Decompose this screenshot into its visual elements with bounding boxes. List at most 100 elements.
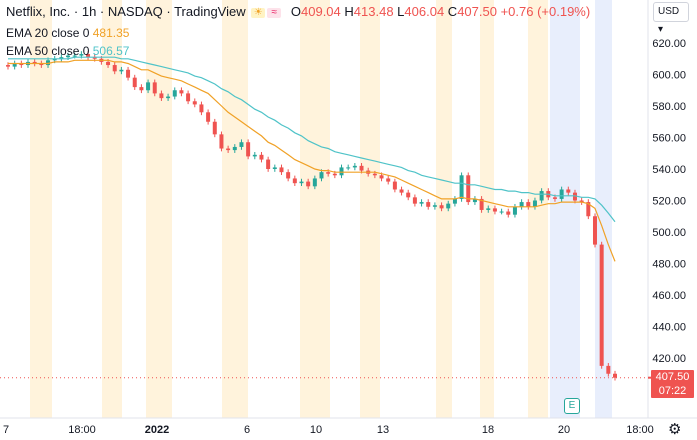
candle-body bbox=[32, 61, 37, 64]
ohlc-high-value: 413.48 bbox=[353, 4, 394, 19]
session-band bbox=[102, 0, 122, 418]
earnings-marker-icon[interactable]: E bbox=[564, 398, 580, 414]
candle-body bbox=[392, 181, 397, 190]
y-tick-label: 620.00 bbox=[652, 38, 686, 50]
ema20-value: 481.35 bbox=[92, 26, 130, 40]
bar-countdown: 07:22 bbox=[658, 385, 687, 397]
candle-body bbox=[592, 216, 597, 245]
candle-body bbox=[379, 175, 384, 179]
wave-icon[interactable]: ≈ bbox=[267, 7, 282, 18]
candle-body bbox=[179, 90, 184, 94]
x-tick-label: 18 bbox=[482, 424, 494, 436]
x-tick-label: 20 bbox=[558, 424, 570, 436]
ohlc-close-value: 407.50 bbox=[457, 4, 497, 19]
candle-body bbox=[139, 87, 144, 91]
currency-select[interactable]: USD ▾ bbox=[653, 2, 689, 35]
ohlc-change: +0.76 (+0.19%) bbox=[500, 4, 591, 19]
ohlc-open-key: O bbox=[290, 4, 301, 19]
ema20-legend[interactable]: EMA 20 close 0 481.35 bbox=[6, 26, 129, 40]
y-tick-label: 460.00 bbox=[652, 290, 686, 302]
candle-body bbox=[46, 60, 51, 66]
candle-body bbox=[332, 173, 337, 176]
candle-body bbox=[319, 172, 324, 179]
header-title-line: Netflix, Inc. · 1h · NASDAQ · TradingVie… bbox=[6, 4, 590, 19]
candle-body bbox=[386, 178, 391, 182]
ema20-line bbox=[8, 59, 616, 262]
ohlc-open-value: 409.04 bbox=[301, 4, 341, 19]
candle-body bbox=[439, 205, 444, 209]
gear-icon[interactable]: ⚙ bbox=[668, 421, 682, 438]
candle-body bbox=[466, 175, 471, 203]
candle-body bbox=[192, 101, 197, 105]
candle-body bbox=[472, 198, 477, 203]
y-tick-label: 520.00 bbox=[652, 196, 686, 208]
candle-body bbox=[166, 96, 171, 99]
x-tick-label: 18:00 bbox=[626, 424, 654, 436]
candle-body bbox=[519, 202, 524, 207]
candle-body bbox=[299, 181, 304, 184]
candle-body bbox=[346, 167, 351, 169]
candle-body bbox=[146, 82, 151, 91]
session-band bbox=[30, 0, 52, 418]
candle-body bbox=[559, 189, 564, 199]
candle-body bbox=[446, 203, 451, 209]
candle-body bbox=[566, 189, 571, 193]
session-band bbox=[595, 0, 612, 418]
last-price-badge: 407.50 07:22 bbox=[651, 370, 694, 398]
session-band bbox=[528, 0, 548, 418]
ema50-value: 506.57 bbox=[92, 44, 130, 58]
candle-body bbox=[172, 90, 177, 97]
candle-body bbox=[86, 54, 91, 58]
candle-body bbox=[272, 167, 277, 169]
last-price-value: 407.50 bbox=[655, 371, 690, 383]
candle-body bbox=[359, 165, 364, 171]
candle-body bbox=[579, 200, 584, 203]
ohlc-low-key: L bbox=[397, 4, 405, 19]
candle-body bbox=[312, 178, 317, 187]
candle-body bbox=[106, 61, 111, 66]
candle-body bbox=[52, 58, 57, 61]
sun-icon[interactable]: ☀ bbox=[251, 7, 266, 18]
y-tick-label: 440.00 bbox=[652, 322, 686, 334]
candle-body bbox=[372, 173, 377, 176]
candle-body bbox=[526, 202, 531, 207]
x-tick-label: 2022 bbox=[145, 424, 169, 436]
y-tick-label: 420.00 bbox=[652, 353, 686, 365]
candle-body bbox=[492, 208, 497, 212]
candle-body bbox=[159, 93, 164, 99]
candle-body bbox=[399, 189, 404, 193]
candle-body bbox=[432, 205, 437, 207]
candle-body bbox=[506, 211, 511, 215]
candle-body bbox=[512, 206, 517, 215]
candle-body bbox=[572, 192, 577, 201]
x-tick-label: 6 bbox=[244, 424, 250, 436]
candle-body bbox=[279, 167, 284, 173]
x-tick-label: 7 bbox=[3, 424, 9, 436]
x-tick-label: 13 bbox=[377, 424, 389, 436]
chart-title: Netflix, Inc. · 1h · NASDAQ · TradingVie… bbox=[6, 4, 246, 19]
x-tick-label: 18:00 bbox=[68, 424, 96, 436]
candle-body bbox=[552, 197, 557, 199]
chevron-down-icon: ▾ bbox=[658, 24, 664, 35]
candle-body bbox=[66, 55, 71, 58]
ema50-legend[interactable]: EMA 50 close 0 506.57 bbox=[6, 44, 129, 58]
session-band bbox=[300, 0, 330, 418]
candle-body bbox=[499, 211, 504, 213]
candle-body bbox=[259, 154, 264, 160]
candle-body bbox=[452, 198, 457, 204]
session-band bbox=[436, 0, 452, 418]
ohlc-high-key: H bbox=[344, 4, 354, 19]
candle-body bbox=[479, 198, 484, 210]
candle-body bbox=[126, 69, 131, 78]
ohlc-close-key: C bbox=[447, 4, 458, 19]
candle-body bbox=[246, 142, 251, 157]
candle-body bbox=[239, 142, 244, 147]
candle-body bbox=[486, 208, 491, 210]
ema20-label: EMA 20 close 0 bbox=[6, 26, 90, 40]
ema50-label: EMA 50 close 0 bbox=[6, 44, 90, 58]
y-tick-label: 580.00 bbox=[652, 101, 686, 113]
candle-body bbox=[92, 57, 97, 59]
candle-body bbox=[6, 65, 10, 67]
candle-body bbox=[152, 82, 157, 94]
